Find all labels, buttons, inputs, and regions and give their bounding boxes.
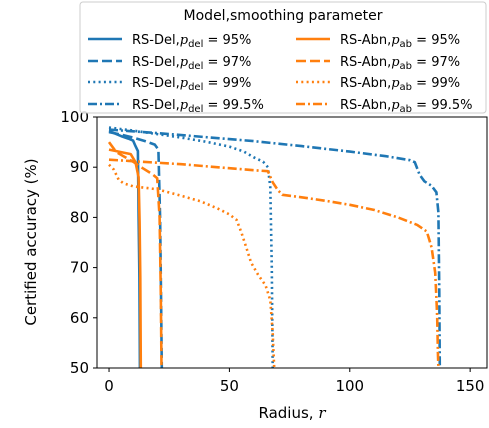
legend-entry-6: RS-Abn,pab = 97% [296,55,460,72]
legend-entry-4: RS-Del,pdel = 99.5% [88,98,264,115]
legend-label: RS-Del,pdel = 97% [132,55,251,72]
x-tick-label: 100 [335,377,364,395]
legend: Model,smoothing parameter RS-Del,pdel = … [79,1,487,115]
x-tick-label: 50 [220,377,239,395]
x-axis-label: Radius, r [258,404,326,422]
y-tick-label: 60 [70,309,89,327]
legend-entry-1: RS-Del,pdel = 95% [88,33,251,50]
series-line-8 [108,158,440,369]
legend-entry-5: RS-Abn,pab = 95% [296,33,460,50]
legend-entry-3: RS-Del,pdel = 99% [88,76,251,93]
series-line-2 [108,130,164,369]
y-tick-label: 90 [70,158,89,176]
y-tick-label: 50 [70,359,89,377]
legend-entry-2: RS-Del,pdel = 97% [88,55,251,72]
plot-frame [96,116,488,369]
y-tick-label: 70 [70,259,89,277]
legend-label: RS-Abn,pab = 95% [340,33,460,50]
series-line-3 [108,126,274,369]
legend-label: RS-Abn,pab = 97% [340,55,460,72]
x-tick-label: 150 [456,377,485,395]
series-layer [107,126,442,369]
series-line-4 [108,128,442,369]
legend-label: RS-Del,pdel = 95% [132,33,251,50]
legend-box [79,1,487,114]
legend-title: Model,smoothing parameter [184,8,383,24]
legend-entry-7: RS-Abn,pab = 99% [296,76,460,93]
x-tick-label: 0 [104,377,114,395]
legend-entries: RS-Del,pdel = 95% RS-Del,pdel = 97% RS-Del… [88,33,473,115]
series-line-7 [108,163,276,369]
legend-label: RS-Del,pdel = 99.5% [132,98,264,115]
legend-label: RS-Del,pdel = 99% [132,76,251,93]
legend-entry-8: RS-Abn,pab = 99.5% [296,98,473,115]
y-axis-label: Certified accuracy (%) [22,158,40,325]
legend-label: RS-Abn,pab = 99.5% [340,98,473,115]
series-line-6 [107,141,163,369]
series-line-5 [108,148,143,369]
legend-label: RS-Abn,pab = 99% [340,76,460,93]
y-tick-label: 80 [70,208,89,226]
